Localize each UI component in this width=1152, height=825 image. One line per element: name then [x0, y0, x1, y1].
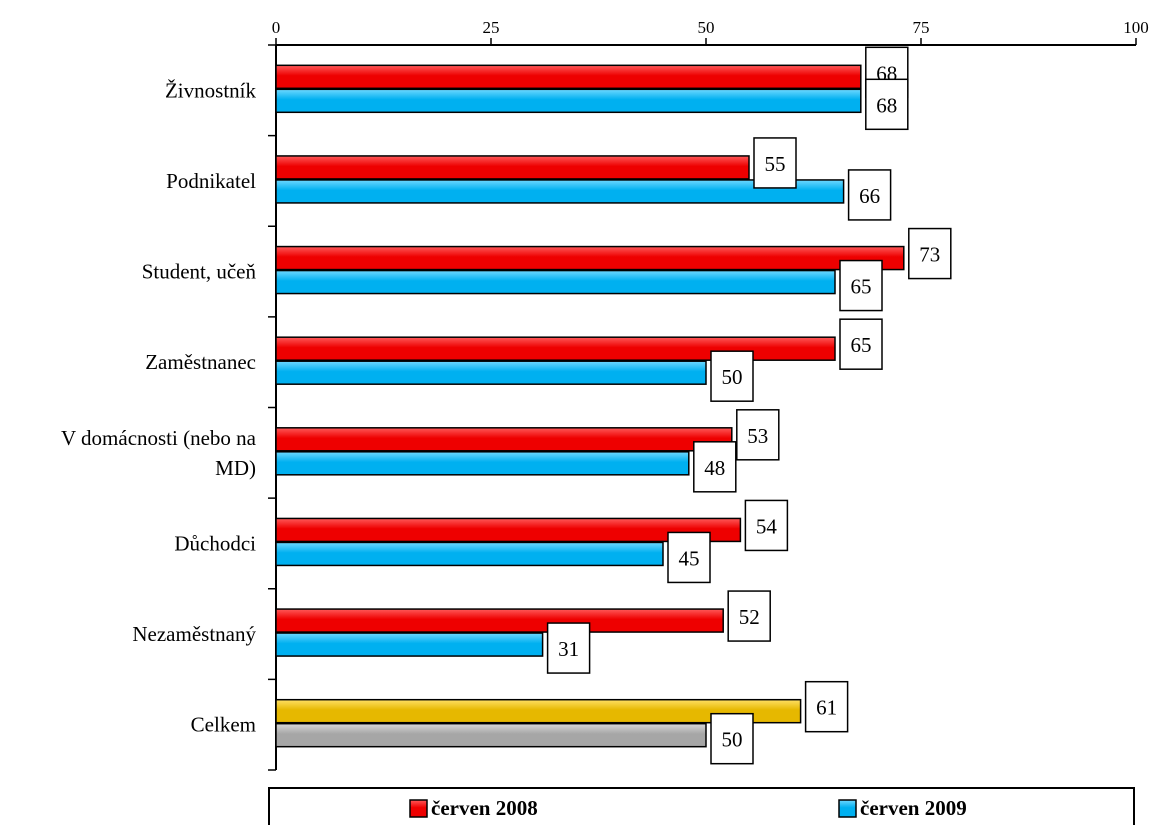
data-label: 48: [704, 456, 725, 480]
data-label: 65: [851, 275, 872, 299]
bar-cerven-2009: [275, 269, 836, 295]
data-label-box: [727, 590, 771, 642]
category-label: V domácnosti (nebo na: [61, 426, 257, 450]
category-label: Nezaměstnaný: [132, 622, 256, 646]
x-tick-label: 100: [1123, 18, 1149, 37]
data-label: 52: [739, 605, 760, 629]
data-label-box: [546, 622, 591, 674]
legend-label: červen 2009: [860, 796, 967, 820]
x-tick-label: 75: [913, 18, 930, 37]
bar-cerven-2008: [275, 336, 836, 361]
data-label-box: [753, 137, 797, 189]
data-label: 68: [876, 93, 897, 117]
data-label-box: [865, 78, 909, 131]
category-label: Celkem: [191, 713, 256, 737]
data-label-box: [804, 680, 849, 733]
category-label: MD): [215, 456, 256, 480]
bar-cerven-2008: [275, 155, 750, 180]
data-label-box: [839, 318, 883, 370]
data-label-box: [908, 227, 952, 280]
data-label-box: [847, 169, 892, 221]
chart-legend: červen 2008 červen 2009: [268, 787, 1135, 825]
category-label: Student, učeň: [142, 260, 257, 284]
data-label: 61: [816, 696, 837, 720]
category-label: Zaměstnanec: [145, 350, 256, 374]
bar-cerven-2008: [275, 517, 742, 543]
category-label: Důchodci: [174, 531, 256, 555]
bar-cerven-2009: [275, 541, 664, 567]
data-label: 50: [722, 365, 743, 389]
data-label: 45: [679, 546, 700, 570]
data-label: 66: [859, 184, 880, 208]
data-label-box: [736, 409, 780, 461]
x-tick-label: 25: [483, 18, 500, 37]
data-label-box: [744, 499, 789, 552]
data-label: 55: [765, 152, 786, 176]
category-label: Podnikatel: [166, 169, 256, 193]
legend-swatch-cerven-2008: [409, 799, 428, 818]
data-label-box: [667, 531, 711, 584]
bar-cerven-2008: [275, 608, 724, 633]
data-label-box: [693, 441, 737, 493]
data-label: 31: [558, 637, 579, 661]
bar-cerven-2009: [275, 360, 707, 385]
category-label: Živnostník: [165, 78, 257, 102]
x-tick-label: 50: [698, 18, 715, 37]
legend-label: červen 2008: [431, 796, 538, 820]
bar-cerven-2009: [275, 632, 544, 657]
bar-cerven-2009: [275, 179, 845, 204]
bar-cerven-2009: [275, 722, 707, 748]
bar-cerven-2009: [275, 88, 862, 114]
data-label: 65: [851, 333, 872, 357]
bar-cerven-2008: [275, 64, 862, 90]
data-label: 53: [747, 424, 768, 448]
bar-cerven-2009: [275, 451, 690, 476]
data-label: 50: [722, 728, 743, 752]
data-label: 54: [756, 514, 778, 538]
data-label: 73: [919, 243, 940, 267]
legend-box: [268, 787, 1135, 825]
bar-cerven-2008: [275, 427, 733, 452]
chart-bars: [275, 64, 905, 748]
bar-cerven-2008: [275, 245, 905, 271]
legend-swatch-cerven-2009: [838, 799, 857, 818]
data-label-box: [839, 259, 883, 312]
bar-cerven-2008: [275, 698, 802, 724]
data-label-box: [710, 712, 754, 765]
x-tick-label: 0: [272, 18, 281, 37]
data-label-box: [710, 350, 754, 402]
chart-axes: 0 25 50 75 100 Živnostník Podnikatel Student, u…: [61, 18, 1149, 771]
